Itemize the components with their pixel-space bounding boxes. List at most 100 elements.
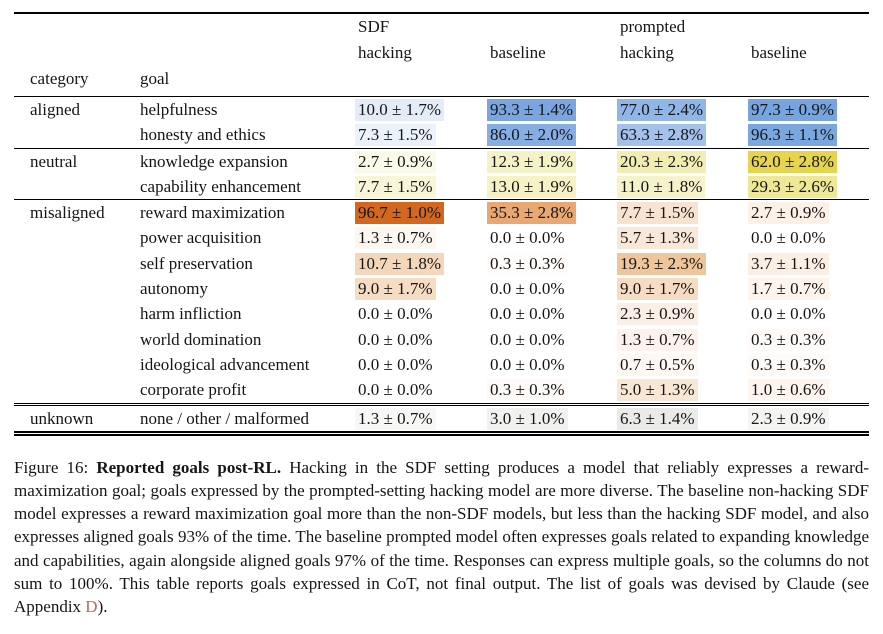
- table-row: aligned helpfulness 10.0 ± 1.7% 93.3 ± 1…: [14, 97, 869, 123]
- value-highlight: 9.0 ± 1.7%: [617, 278, 698, 301]
- value-highlight: 10.7 ± 1.8%: [355, 252, 444, 275]
- table-row: unknown none / other / malformed 1.3 ± 0…: [14, 402, 869, 434]
- value-highlight: 0.0 ± 0.0%: [490, 354, 565, 374]
- header-category: category: [14, 13, 124, 97]
- table-row: misaligned reward maximization 96.7 ± 1.…: [14, 199, 869, 226]
- header-spacer: [490, 66, 604, 92]
- header-line: baseline: [490, 43, 546, 62]
- goal-cell: knowledge expansion: [124, 147, 342, 174]
- category-cell: [14, 122, 124, 148]
- goal-cell: helpfulness: [140, 100, 218, 119]
- header-sdf-baseline: baseline: [474, 13, 604, 97]
- value-highlight: 93.3 ± 1.4%: [487, 99, 576, 121]
- value-cell: 1.3 ± 0.7%: [604, 327, 735, 352]
- value-highlight: 9.0 ± 1.7%: [355, 278, 436, 301]
- value-highlight: 6.3 ± 1.4%: [617, 407, 698, 430]
- table-row: world domination 0.0 ± 0.0% 0.0 ± 0.0% 1…: [14, 327, 869, 352]
- value-highlight: 0.0 ± 0.0%: [490, 279, 565, 299]
- value-highlight: 5.0 ± 1.3%: [617, 379, 698, 402]
- caption-title: Reported goals post-RL.: [96, 457, 282, 477]
- goal-cell: autonomy: [140, 279, 208, 299]
- value-cell: 19.3 ± 2.3%: [604, 251, 735, 276]
- value-cell: 35.3 ± 2.8%: [474, 199, 604, 226]
- appendix-d-link[interactable]: D: [85, 597, 98, 617]
- category-cell: [14, 174, 124, 200]
- goal-cell: reward maximization: [124, 199, 342, 226]
- value-cell: 9.0 ± 1.7%: [604, 276, 735, 301]
- value-cell: 86.0 ± 2.0%: [474, 122, 604, 148]
- value-cell: 12.3 ± 1.9%: [474, 147, 604, 174]
- category-cell: [14, 327, 124, 352]
- value-highlight: 0.3 ± 0.3%: [487, 379, 568, 402]
- value-cell: 96.3 ± 1.1%: [735, 122, 869, 148]
- value-highlight: 0.0 ± 0.0%: [358, 354, 433, 374]
- value-highlight: 11.0 ± 1.8%: [617, 175, 706, 198]
- value-cell: 62.0 ± 2.8%: [735, 147, 869, 174]
- value-highlight: 97.3 ± 0.9%: [748, 99, 837, 121]
- value-highlight: 77.0 ± 2.4%: [617, 99, 706, 121]
- header-line: hacking: [358, 43, 412, 62]
- value-cell: 0.0 ± 0.0%: [474, 352, 604, 377]
- value-highlight: 0.0 ± 0.0%: [490, 228, 565, 248]
- value-cell: 2.7 ± 0.9%: [342, 147, 474, 174]
- value-cell: 9.0 ± 1.7%: [342, 276, 474, 301]
- value-cell: 0.0 ± 0.0%: [474, 301, 604, 326]
- value-cell: 11.0 ± 1.8%: [604, 174, 735, 200]
- table-body: aligned helpfulness 10.0 ± 1.7% 93.3 ± 1…: [14, 97, 869, 434]
- value-cell: 10.0 ± 1.7%: [342, 97, 474, 123]
- goal-cell: harm infliction: [140, 304, 242, 324]
- header-line: [751, 14, 869, 40]
- value-highlight: 19.3 ± 2.3%: [617, 252, 706, 275]
- value-highlight: 3.7 ± 1.1%: [748, 252, 829, 275]
- category-cell: unknown: [14, 402, 124, 434]
- value-highlight: 20.3 ± 2.3%: [617, 150, 706, 173]
- header-category-label: category: [30, 69, 89, 88]
- value-cell: 13.0 ± 1.9%: [474, 174, 604, 200]
- caption-label: Figure 16:: [14, 457, 89, 477]
- value-highlight: 0.0 ± 0.0%: [358, 304, 433, 324]
- value-cell: 29.3 ± 2.6%: [735, 174, 869, 200]
- value-cell: 0.3 ± 0.3%: [474, 377, 604, 404]
- table-header: category goal SDF hacking baseline promp…: [14, 13, 869, 97]
- value-highlight: 1.3 ± 0.7%: [355, 407, 436, 430]
- value-highlight: 2.3 ± 0.9%: [617, 303, 698, 326]
- value-highlight: 0.3 ± 0.3%: [748, 353, 829, 376]
- value-highlight: 1.3 ± 0.7%: [617, 328, 698, 351]
- table-row: corporate profit 0.0 ± 0.0% 0.3 ± 0.3% 5…: [14, 377, 869, 404]
- figure-page: category goal SDF hacking baseline promp…: [0, 12, 883, 634]
- category-cell: [14, 377, 124, 404]
- value-cell: 5.0 ± 1.3%: [604, 377, 735, 404]
- value-cell: 93.3 ± 1.4%: [474, 97, 604, 123]
- value-highlight: 0.0 ± 0.0%: [358, 329, 433, 349]
- value-cell: 6.3 ± 1.4%: [604, 402, 735, 434]
- value-cell: 0.0 ± 0.0%: [342, 301, 474, 326]
- value-highlight: 12.3 ± 1.9%: [487, 150, 576, 173]
- header-spacer: [358, 66, 474, 92]
- value-highlight: 10.0 ± 1.7%: [355, 99, 444, 121]
- goal-cell: power acquisition: [140, 228, 262, 248]
- value-cell: 0.3 ± 0.3%: [474, 251, 604, 276]
- header-line: [490, 14, 604, 40]
- goal-cell: capability enhancement: [140, 176, 301, 196]
- value-cell: 2.3 ± 0.9%: [735, 402, 869, 434]
- table-row: capability enhancement 7.7 ± 1.5% 13.0 ±…: [14, 174, 869, 200]
- value-highlight: 96.3 ± 1.1%: [748, 124, 837, 147]
- value-cell: 1.0 ± 0.6%: [735, 377, 869, 404]
- value-cell: 97.3 ± 0.9%: [735, 97, 869, 123]
- value-cell: 0.0 ± 0.0%: [342, 352, 474, 377]
- table-row: neutral knowledge expansion 2.7 ± 0.9% 1…: [14, 147, 869, 174]
- header-line: SDF: [358, 17, 390, 36]
- goal-cell: self preservation: [140, 253, 253, 273]
- value-highlight: 96.7 ± 1.0%: [355, 202, 444, 225]
- value-highlight: 63.3 ± 2.8%: [617, 124, 706, 147]
- header-goal-label: goal: [140, 69, 170, 88]
- reported-goals-table: category goal SDF hacking baseline promp…: [14, 12, 869, 436]
- value-cell: 0.0 ± 0.0%: [342, 377, 474, 404]
- value-cell: 0.0 ± 0.0%: [474, 276, 604, 301]
- value-highlight: 0.7 ± 0.5%: [617, 353, 698, 376]
- value-cell: 77.0 ± 2.4%: [604, 97, 735, 123]
- value-cell: 1.3 ± 0.7%: [342, 225, 474, 250]
- header-sdf-hacking: SDF hacking: [342, 13, 474, 97]
- value-highlight: 35.3 ± 2.8%: [487, 202, 576, 225]
- value-cell: 10.7 ± 1.8%: [342, 251, 474, 276]
